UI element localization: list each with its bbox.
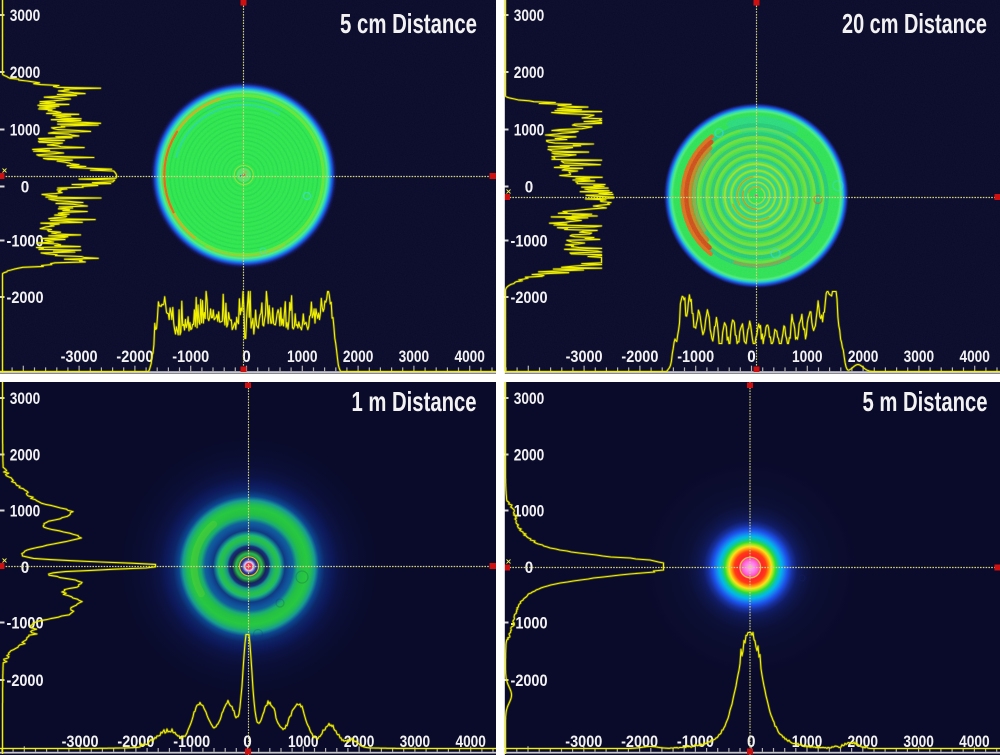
svg-text:0: 0 <box>747 347 756 366</box>
svg-text:20 cm Distance: 20 cm Distance <box>842 8 987 39</box>
svg-text:0: 0 <box>21 558 30 577</box>
svg-text:1000: 1000 <box>792 732 823 751</box>
svg-text:2000: 2000 <box>514 63 545 82</box>
svg-text:2000: 2000 <box>10 63 41 82</box>
svg-text:4000: 4000 <box>959 347 990 366</box>
svg-text:-2000: -2000 <box>117 732 154 751</box>
svg-text:1000: 1000 <box>514 502 545 521</box>
svg-text:4000: 4000 <box>454 347 485 366</box>
svg-text:1000: 1000 <box>10 121 41 140</box>
svg-text:0: 0 <box>243 732 252 751</box>
svg-text:2000: 2000 <box>10 446 41 465</box>
svg-text:2000: 2000 <box>848 732 879 751</box>
svg-text:1 m Distance: 1 m Distance <box>352 386 477 417</box>
svg-text:-2000: -2000 <box>621 347 658 366</box>
svg-text:4000: 4000 <box>959 732 990 751</box>
svg-text:-1000: -1000 <box>7 614 44 633</box>
svg-text:2000: 2000 <box>344 732 375 751</box>
svg-text:1000: 1000 <box>514 121 545 140</box>
svg-text:-3000: -3000 <box>61 347 98 366</box>
svg-text:1000: 1000 <box>10 502 41 521</box>
svg-text:-1000: -1000 <box>172 347 209 366</box>
svg-text:3000: 3000 <box>904 347 935 366</box>
svg-text:-1000: -1000 <box>7 232 44 251</box>
svg-text:-3000: -3000 <box>566 347 603 366</box>
svg-text:1000: 1000 <box>287 347 318 366</box>
svg-text:-2000: -2000 <box>7 288 44 307</box>
svg-text:-3000: -3000 <box>565 732 602 751</box>
svg-text:-1000: -1000 <box>511 614 548 633</box>
svg-text:0: 0 <box>525 558 534 577</box>
svg-text:0: 0 <box>21 178 30 197</box>
svg-text:-3000: -3000 <box>62 732 99 751</box>
svg-text:3000: 3000 <box>514 6 545 25</box>
svg-text:1000: 1000 <box>792 347 823 366</box>
svg-text:5 m Distance: 5 m Distance <box>863 386 988 417</box>
svg-text:-2000: -2000 <box>511 288 548 307</box>
svg-text:3000: 3000 <box>10 6 41 25</box>
svg-text:-1000: -1000 <box>511 232 548 251</box>
svg-text:3000: 3000 <box>399 347 430 366</box>
svg-text:3000: 3000 <box>400 732 431 751</box>
svg-text:-2000: -2000 <box>511 671 548 690</box>
svg-text:3000: 3000 <box>903 732 934 751</box>
svg-text:3000: 3000 <box>10 389 41 408</box>
svg-text:2000: 2000 <box>343 347 374 366</box>
svg-text:2000: 2000 <box>848 347 879 366</box>
svg-text:-2000: -2000 <box>7 671 44 690</box>
svg-text:4000: 4000 <box>455 732 486 751</box>
svg-text:0: 0 <box>747 732 756 751</box>
svg-text:-2000: -2000 <box>116 347 153 366</box>
svg-text:3000: 3000 <box>514 389 545 408</box>
svg-text:5 cm Distance: 5 cm Distance <box>340 8 477 39</box>
svg-text:0: 0 <box>242 347 251 366</box>
svg-text:-1000: -1000 <box>677 347 714 366</box>
svg-text:0: 0 <box>525 178 534 197</box>
svg-text:2000: 2000 <box>514 446 545 465</box>
svg-text:1000: 1000 <box>288 732 319 751</box>
